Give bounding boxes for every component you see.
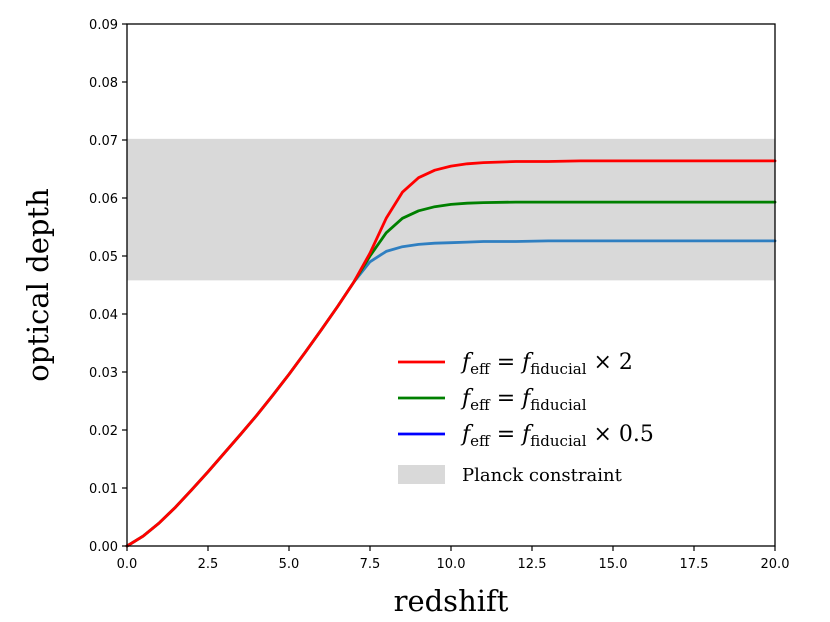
plot-frame — [126, 23, 776, 547]
legend-label-2: feff = ffiducial × 0.5 — [460, 422, 654, 450]
x-tick-label: 17.5 — [680, 557, 709, 572]
x-tick-label: 10.0 — [437, 557, 466, 572]
y-axis-ticks: 0.00 0.01 0.02 0.03 0.04 0.05 0.06 0.07 0.08 0.09 — [89, 18, 127, 555]
y-tick-label: 0.02 — [89, 424, 118, 439]
y-tick-label: 0.09 — [89, 18, 118, 33]
series-line-0 — [125, 239, 777, 548]
x-axis-label: redshift — [394, 584, 509, 618]
y-tick-label: 0.01 — [89, 482, 118, 497]
series-layer — [125, 159, 777, 548]
x-tick-label: 15.0 — [599, 557, 628, 572]
x-axis-ticks: 0.0 2.5 5.0 7.5 10.0 12.5 15.0 17.5 20.0 — [117, 546, 790, 572]
x-tick-label: 0.0 — [117, 557, 138, 572]
x-tick-label: 7.5 — [360, 557, 381, 572]
legend-label-1: feff = ffiducial — [460, 386, 587, 414]
x-tick-label: 20.0 — [761, 557, 790, 572]
x-tick-label: 12.5 — [518, 557, 547, 572]
planck-band-layer — [127, 138, 775, 281]
x-tick-label: 5.0 — [279, 557, 300, 572]
y-tick-label: 0.08 — [89, 76, 118, 91]
y-tick-label: 0.04 — [89, 308, 118, 323]
y-tick-label: 0.07 — [89, 134, 118, 149]
legend: feff = ffiducial × 2 feff = ffiducial feff… — [398, 350, 654, 486]
planck-constraint-band — [127, 138, 775, 281]
y-axis-label: optical depth — [21, 188, 55, 382]
y-tick-label: 0.06 — [89, 192, 118, 207]
y-tick-label: 0.03 — [89, 366, 118, 381]
legend-swatch-band — [398, 465, 445, 484]
legend-label-0: feff = ffiducial × 2 — [460, 350, 633, 378]
y-tick-label: 0.05 — [89, 250, 118, 265]
legend-label-band: Planck constraint — [462, 465, 623, 486]
x-tick-label: 2.5 — [198, 557, 219, 572]
series-line-2 — [125, 159, 777, 548]
y-tick-label: 0.00 — [89, 540, 118, 555]
